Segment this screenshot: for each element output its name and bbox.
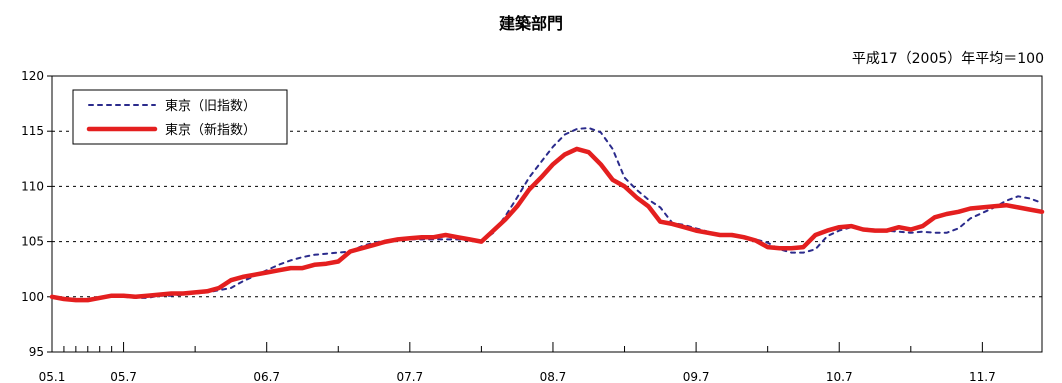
y-tick-label: 100 bbox=[21, 290, 44, 304]
y-tick-label: 95 bbox=[29, 345, 44, 359]
legend-box bbox=[72, 89, 288, 145]
x-tick-label: 05.7 bbox=[110, 370, 137, 383]
y-tick-label: 115 bbox=[21, 124, 44, 138]
x-tick-label: 08.7 bbox=[540, 370, 567, 383]
x-tick-label: 11.7 bbox=[969, 370, 996, 383]
chart-title: 建築部門 bbox=[499, 14, 563, 33]
chart-subtitle: 平成17（2005）年平均＝100 bbox=[852, 51, 1044, 67]
y-tick-label: 110 bbox=[21, 179, 44, 193]
x-tick-label: 06.7 bbox=[253, 370, 280, 383]
series-lines bbox=[49, 126, 1045, 303]
y-tick-label: 105 bbox=[21, 235, 44, 249]
legend-label-old-index: 東京（旧指数） bbox=[165, 98, 256, 114]
x-tick-label: 09.7 bbox=[683, 370, 710, 383]
x-tick-label: 07.7 bbox=[396, 370, 423, 383]
series-line-new-index bbox=[49, 146, 1045, 303]
axes: 95 100 105 110 115 120 05.1 05.7 06.7 07.7 08.7 09.… bbox=[21, 69, 1043, 383]
legend: 東京（旧指数） 東京（新指数） bbox=[72, 89, 288, 145]
x-tick-label: 10.7 bbox=[826, 370, 853, 383]
legend-label-new-index: 東京（新指数） bbox=[165, 122, 256, 138]
x-tick-label: 05.1 bbox=[39, 370, 66, 383]
y-tick-label: 120 bbox=[21, 69, 44, 83]
